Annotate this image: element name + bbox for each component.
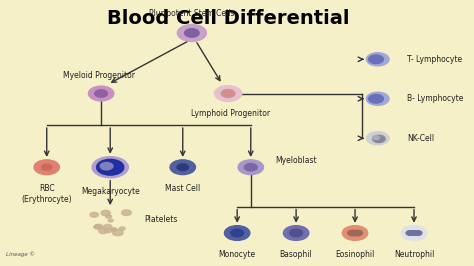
Circle shape	[99, 228, 108, 234]
Circle shape	[119, 227, 125, 230]
Circle shape	[290, 229, 302, 237]
Circle shape	[177, 164, 189, 171]
Circle shape	[111, 228, 117, 231]
Circle shape	[112, 228, 117, 231]
Text: Lymphoid Progenitor: Lymphoid Progenitor	[191, 109, 270, 118]
Circle shape	[348, 230, 357, 236]
Text: Mast Cell: Mast Cell	[165, 184, 201, 193]
Circle shape	[366, 132, 389, 145]
Circle shape	[94, 225, 100, 229]
Circle shape	[42, 164, 52, 170]
Text: Myeloid Progenitor: Myeloid Progenitor	[63, 71, 135, 80]
Circle shape	[97, 159, 124, 175]
Circle shape	[95, 224, 103, 229]
Circle shape	[342, 226, 368, 240]
Text: T- Lymphocyte: T- Lymphocyte	[407, 55, 462, 64]
Text: Basophil: Basophil	[280, 250, 312, 259]
Text: Blood Cell Differential: Blood Cell Differential	[107, 9, 349, 28]
Circle shape	[109, 219, 113, 222]
Circle shape	[369, 94, 383, 103]
Text: Megakaryocyte: Megakaryocyte	[81, 187, 139, 196]
Circle shape	[366, 92, 389, 105]
Text: Myeloblast: Myeloblast	[276, 156, 317, 165]
Circle shape	[353, 230, 363, 236]
Circle shape	[184, 29, 199, 37]
Circle shape	[231, 229, 244, 237]
Circle shape	[170, 160, 195, 174]
Text: B- Lymphocyte: B- Lymphocyte	[407, 94, 464, 103]
Text: Eosinophil: Eosinophil	[336, 250, 375, 259]
Text: Neutrophil: Neutrophil	[394, 250, 434, 259]
Circle shape	[100, 163, 113, 170]
Text: NK-Cell: NK-Cell	[407, 134, 434, 143]
Circle shape	[106, 215, 111, 218]
Text: RBC
(Erythrocyte): RBC (Erythrocyte)	[21, 184, 72, 204]
Circle shape	[90, 212, 98, 217]
Circle shape	[112, 230, 123, 236]
Circle shape	[104, 228, 112, 233]
Circle shape	[225, 226, 250, 240]
Circle shape	[215, 86, 242, 101]
Circle shape	[177, 24, 206, 41]
Text: Platelets: Platelets	[144, 215, 178, 224]
Circle shape	[406, 231, 414, 235]
Circle shape	[414, 231, 422, 235]
Circle shape	[373, 135, 385, 143]
Circle shape	[92, 157, 128, 178]
Circle shape	[283, 226, 309, 240]
Text: Lineage ©: Lineage ©	[6, 251, 35, 257]
Circle shape	[34, 160, 59, 174]
Circle shape	[221, 90, 235, 97]
Text: Monocyte: Monocyte	[219, 250, 256, 259]
Circle shape	[373, 136, 379, 140]
Circle shape	[369, 55, 383, 64]
Circle shape	[89, 86, 114, 101]
Circle shape	[101, 210, 110, 216]
Circle shape	[103, 225, 112, 229]
Circle shape	[410, 231, 418, 235]
Circle shape	[238, 160, 264, 174]
Circle shape	[245, 164, 257, 171]
Circle shape	[122, 210, 131, 215]
Text: Pluripotent Stem Cells: Pluripotent Stem Cells	[149, 10, 235, 19]
Circle shape	[366, 53, 389, 66]
Circle shape	[95, 90, 108, 97]
Circle shape	[401, 226, 427, 240]
